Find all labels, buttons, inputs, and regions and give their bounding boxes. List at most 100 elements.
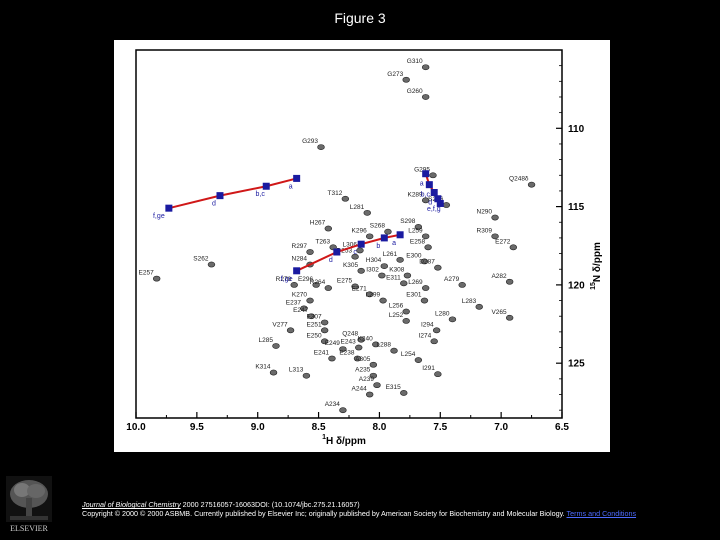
peak-label: L285 <box>259 337 274 344</box>
journal-link[interactable]: Journal of Biological Chemistry <box>82 500 181 509</box>
peak: L259 <box>408 227 430 240</box>
peak-label: S268 <box>370 223 386 230</box>
peak-marker <box>324 225 333 232</box>
peak: G295 <box>414 166 437 179</box>
peak: E301 <box>406 292 429 304</box>
peak-label: E271 <box>352 285 368 292</box>
peak-label: E237 <box>286 299 302 306</box>
peak-label: E257 <box>139 270 155 277</box>
x-tick-label: 7.5 <box>433 422 447 433</box>
peak-marker <box>341 195 350 202</box>
peak: K305 <box>343 262 365 274</box>
peak-label: L281 <box>350 204 365 211</box>
peak-label: A239 <box>359 376 375 383</box>
x-tick-label: 8.0 <box>372 422 386 433</box>
peak-marker <box>402 318 410 324</box>
peak-marker <box>384 228 392 235</box>
peak-marker <box>414 357 423 363</box>
peak-label: H267 <box>310 220 326 227</box>
peak-label: L283 <box>462 298 477 305</box>
peak: I294 <box>421 321 441 334</box>
peak: L256 <box>389 303 410 315</box>
peak-marker <box>152 275 161 282</box>
peak-label: G293 <box>302 138 318 145</box>
peak-label: G260 <box>407 88 423 95</box>
peak-marker <box>312 281 320 288</box>
x-tick-label: 7.0 <box>494 422 508 433</box>
peak: D287 <box>419 259 442 271</box>
peak-marker <box>353 355 362 362</box>
peak-label: Q248δ <box>509 176 529 183</box>
peak-label: R264 <box>310 279 326 286</box>
peak: E271 <box>352 285 374 298</box>
peak-marker <box>434 264 442 271</box>
peak-marker <box>269 369 278 376</box>
peak-label: G310 <box>407 58 423 65</box>
peak-marker <box>380 263 388 270</box>
peak: L280 <box>435 310 457 323</box>
peak-marker <box>378 272 386 279</box>
peak-label: K240 <box>358 335 374 342</box>
trajectory-label: a <box>420 181 424 188</box>
peak-label: R309 <box>477 227 493 234</box>
titration-trajectory: a b c d ef,g <box>281 231 404 283</box>
peak-marker <box>434 371 442 378</box>
trajectory-label: e <box>289 276 293 283</box>
peak-marker <box>272 343 280 349</box>
peak-label: A305 <box>355 356 371 363</box>
peak: H267 <box>310 220 333 232</box>
peak: I302 <box>366 266 386 279</box>
peak-marker <box>448 316 457 323</box>
peak-marker <box>420 258 429 265</box>
peak: E258 <box>410 238 432 251</box>
peak: I291 <box>422 365 442 378</box>
y-axis-title: 15N δ/ppm <box>590 242 603 290</box>
peak: E257 <box>139 270 161 282</box>
peak: L306 <box>342 241 364 254</box>
terms-link[interactable]: Terms and Conditions <box>566 509 637 518</box>
peak-label: L252 <box>389 312 404 319</box>
peak: K314 <box>255 364 278 376</box>
peak-marker <box>320 327 329 334</box>
peak: E241 <box>314 349 336 362</box>
peak-label: L259 <box>408 227 423 234</box>
x-tick-label: 6.5 <box>555 422 569 433</box>
peak-label: L261 <box>383 251 398 258</box>
peak-label: I302 <box>366 266 379 273</box>
peak: S268 <box>370 223 392 235</box>
peak: G310 <box>407 58 430 71</box>
peak-label: K308 <box>389 266 405 273</box>
peak-marker <box>402 76 410 83</box>
peak-label: E296 <box>298 276 314 283</box>
peak-label: L306 <box>342 241 357 248</box>
peak-label: N290 <box>477 209 493 216</box>
peak-marker <box>527 181 536 188</box>
peak: G273 <box>387 71 410 83</box>
peak: A239 <box>359 376 381 389</box>
peak-label: G295 <box>414 166 430 173</box>
peak-label: E249 <box>325 340 341 347</box>
peak-label: A279 <box>444 276 460 283</box>
peak-label: E300 <box>406 252 422 259</box>
peak: V265 <box>491 309 514 321</box>
peak-marker <box>421 64 430 71</box>
peak-marker <box>424 244 432 251</box>
peak-marker <box>421 197 430 204</box>
citation-block: Journal of Biological Chemistry 2000 275… <box>82 500 682 518</box>
trajectory-point <box>425 181 433 189</box>
peak: K289 <box>407 191 430 204</box>
trajectory-label: b <box>376 243 380 250</box>
tree-icon: ELSEVIER <box>6 476 52 533</box>
peak-label: D253 <box>337 248 353 255</box>
peak-marker <box>432 327 441 334</box>
peak: N290 <box>477 209 499 221</box>
peak: E251 <box>306 321 329 334</box>
trajectory-point <box>216 192 224 200</box>
peak: R278 <box>276 276 298 288</box>
peak: E307 <box>306 313 329 326</box>
peak-marker <box>365 291 374 298</box>
citation-details: 2000 27516057-16063DOI: (10.1074/jbc.275… <box>180 500 360 509</box>
peak-label: K296 <box>352 227 368 234</box>
trajectory-point <box>430 189 438 197</box>
peak-marker <box>369 372 378 379</box>
